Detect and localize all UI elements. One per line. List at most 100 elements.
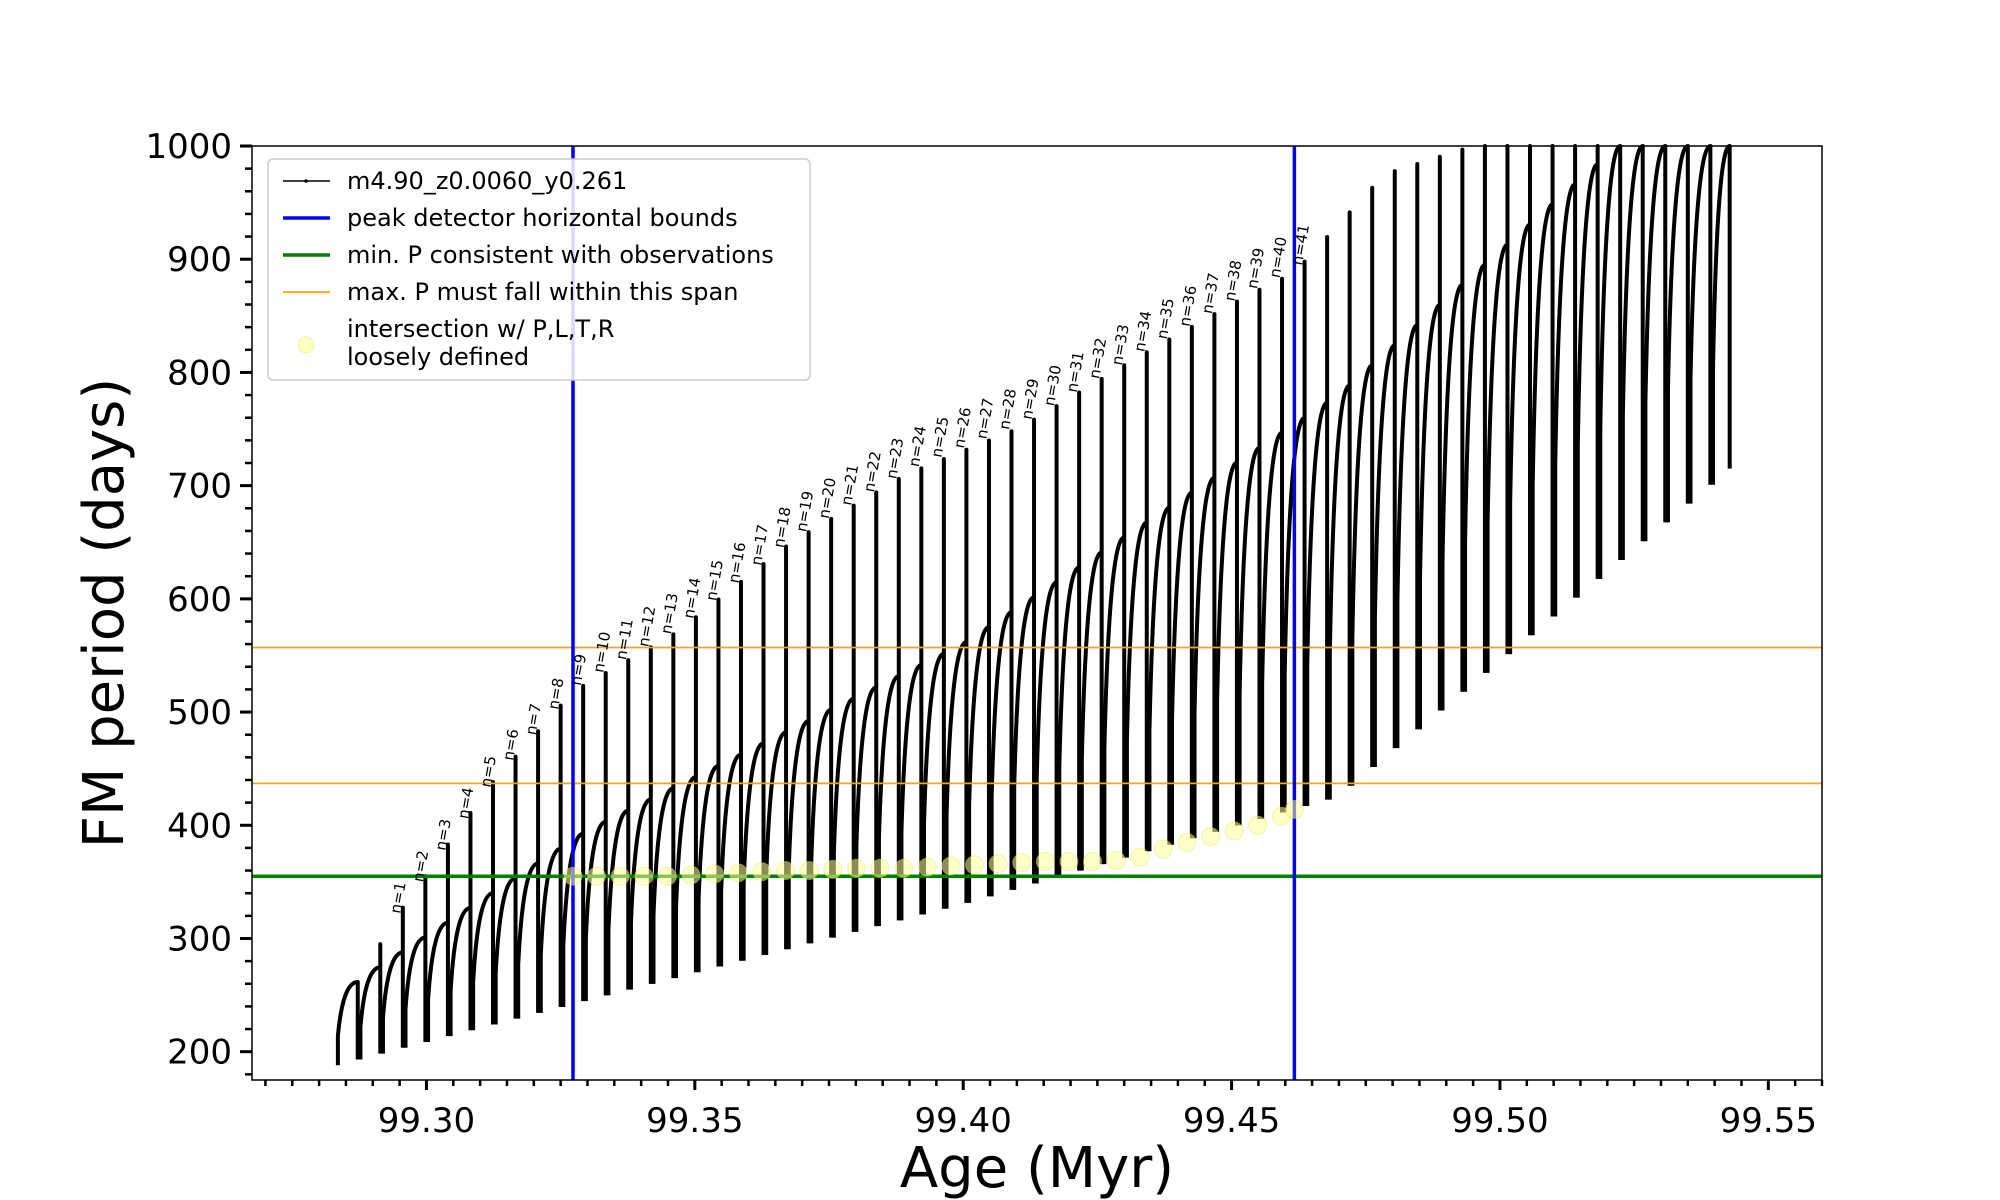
- pulse-cycle-40: [1215, 299, 1239, 832]
- n-label-4: n=4: [454, 786, 477, 820]
- intersection-point-19: [988, 854, 1008, 874]
- n-label-36: n=36: [1176, 284, 1201, 328]
- pulse-cycle-line: [493, 754, 518, 1025]
- intersection-point-1: [563, 866, 583, 886]
- intersection-point-18: [964, 855, 984, 875]
- x-tick-label: 99.30: [378, 1101, 475, 1141]
- pulse-cycle-line: [380, 905, 405, 1054]
- n-label-17: n=17: [747, 523, 772, 567]
- legend-label: intersection w/ P,L,T,R: [347, 315, 614, 343]
- pulse-cycle-line: [1508, 144, 1533, 655]
- n-label-10: n=10: [589, 630, 614, 674]
- n-label-24: n=24: [905, 424, 930, 468]
- pulse-cycle-line: [583, 670, 608, 1002]
- legend-entry-maxp: max. P must fall within this span: [283, 278, 738, 306]
- pulse-cycle-line: [1620, 144, 1645, 561]
- pulse-cycle-line: [1169, 324, 1194, 845]
- pulse-cycle-54: [1530, 144, 1555, 636]
- x-tick-label: 99.40: [915, 1101, 1012, 1141]
- pulse-cycle-line: [1665, 144, 1690, 523]
- pulse-cycle-24: [854, 490, 879, 932]
- pulse-cycle-44: [1305, 235, 1330, 807]
- n-label-34: n=34: [1130, 309, 1155, 353]
- y-tick-label: 200: [167, 1033, 232, 1073]
- n-label-31: n=31: [1063, 350, 1088, 394]
- pulse-cycle-57: [1598, 144, 1623, 579]
- intersection-point-15: [894, 858, 914, 878]
- pulse-cycle-line: [1102, 363, 1127, 865]
- pulse-cycle-45: [1327, 210, 1352, 800]
- legend-label: min. P consistent with observations: [347, 241, 774, 269]
- pulse-cycle-line: [1395, 161, 1420, 749]
- pulse-cycle-line: [628, 645, 653, 990]
- pulse-cycle-line: [358, 942, 383, 1060]
- pulse-cycle-line: [1124, 350, 1149, 858]
- pulse-cycle-47: [1372, 169, 1397, 767]
- pulse-cycle-50: [1440, 147, 1465, 711]
- n-label-41: n=41: [1288, 223, 1313, 267]
- n-label-30: n=30: [1040, 364, 1065, 408]
- pulse-cycle-52: [1485, 144, 1510, 673]
- pulse-cycle-line: [448, 811, 473, 1037]
- pulse-cycle-53: [1508, 144, 1533, 655]
- y-tick-label: 600: [167, 580, 232, 620]
- pulse-cycle-line: [606, 658, 631, 996]
- pulse-cycle-31: [1012, 417, 1037, 890]
- pulse-cycle-36: [1124, 350, 1149, 858]
- pulse-cycle-line: [1417, 154, 1442, 730]
- pulse-cycle-line: [967, 438, 991, 903]
- intersection-point-5: [657, 866, 677, 886]
- n-label-21: n=21: [837, 463, 862, 507]
- n-label-32: n=32: [1085, 336, 1110, 380]
- pulse-cycle-35: [1102, 363, 1127, 865]
- pulse-cycle-55: [1553, 144, 1578, 617]
- intersection-point-22: [1059, 852, 1079, 872]
- pulse-cycle-line: [1012, 417, 1037, 890]
- y-tick-label: 800: [167, 353, 232, 393]
- n-label-9: n=9: [567, 653, 590, 687]
- pulse-cycle-29: [967, 438, 991, 903]
- pulse-cycle-14: [628, 645, 653, 990]
- intersection-point-27: [1177, 832, 1197, 852]
- intersection-point-21: [1035, 852, 1055, 872]
- pulse-cycle-line: [1575, 144, 1600, 598]
- pulse-cycle-line: [1079, 376, 1104, 871]
- intersection-point-30: [1248, 815, 1268, 835]
- intersection-point-16: [917, 857, 937, 877]
- n-label-14: n=14: [680, 576, 705, 620]
- pulse-cycle-line: [1485, 144, 1510, 673]
- pulse-cycle-line: [786, 530, 811, 950]
- n-label-13: n=13: [657, 592, 682, 636]
- n-label-19: n=19: [792, 490, 817, 534]
- pulse-cycle-line: [1260, 276, 1285, 819]
- pulse-cycle-line: [1553, 144, 1578, 617]
- pulse-cycle-3: [380, 905, 405, 1054]
- pulse-cycle-line: [1688, 144, 1713, 504]
- pulse-cycle-4: [403, 874, 428, 1048]
- pulse-cycle-line: [741, 562, 766, 961]
- pulse-cycle-15: [651, 632, 676, 984]
- pulse-cycle-line: [1034, 404, 1059, 884]
- pulse-cycle-39: [1192, 312, 1217, 839]
- legend-marker: [304, 179, 308, 183]
- intersection-markers: [563, 799, 1304, 886]
- intersection-point-24: [1106, 850, 1126, 870]
- legend-entry-track: m4.90_z0.0060_y0.261: [283, 167, 627, 195]
- pulse-cycle-line: [899, 466, 924, 921]
- intersection-point-2: [587, 866, 607, 886]
- pulse-cycle-51: [1463, 144, 1487, 692]
- pulse-cycle-8: [493, 754, 518, 1025]
- n-label-22: n=22: [860, 450, 885, 494]
- intersection-point-13: [846, 858, 866, 878]
- pulse-cycle-line: [1463, 144, 1487, 692]
- pulse-cycle-46: [1350, 185, 1375, 786]
- pulse-cycle-1: [335, 980, 360, 1066]
- pulse-cycle-34: [1079, 376, 1104, 871]
- n-label-12: n=12: [635, 605, 660, 649]
- pulse-cycle-line: [1711, 144, 1732, 485]
- pulse-cycle-line: [764, 544, 789, 955]
- pulse-cycle-line: [1305, 235, 1330, 807]
- intersection-point-3: [610, 866, 630, 886]
